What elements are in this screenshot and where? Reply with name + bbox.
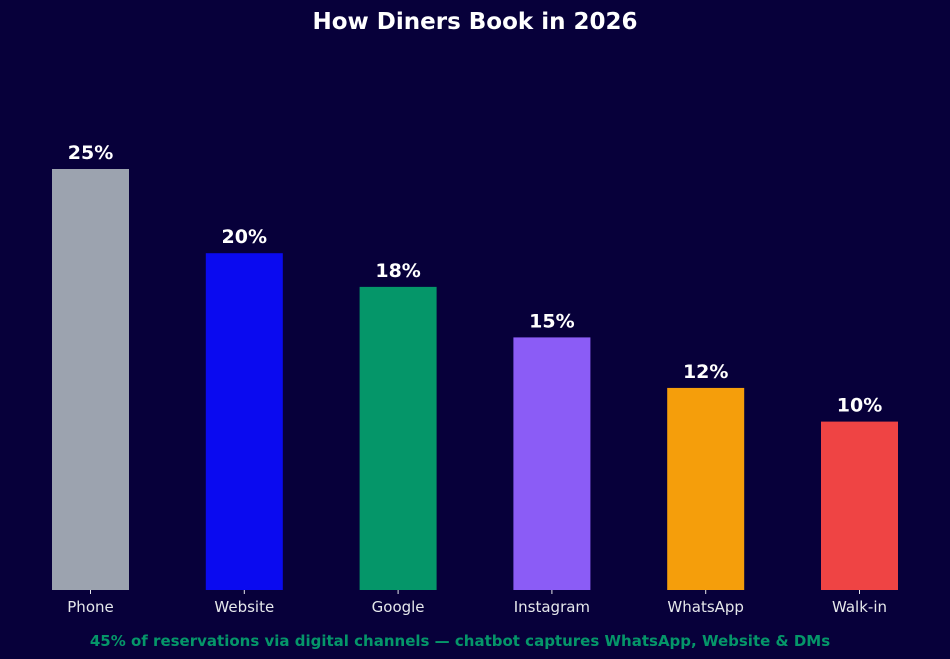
x-tick-label-walk-in: Walk-in xyxy=(832,598,887,616)
value-labels-group: 25% 20% 18% 15% 12% 10% xyxy=(68,142,882,417)
chart-title: How Diners Book in 2026 xyxy=(312,9,637,35)
bar-walk-in xyxy=(821,421,898,590)
value-label-whatsapp: 12% xyxy=(683,361,728,383)
value-label-walk-in: 10% xyxy=(837,395,882,417)
value-label-instagram: 15% xyxy=(529,310,574,332)
value-label-website: 20% xyxy=(222,226,267,248)
x-tick-label-google: Google xyxy=(372,598,425,616)
bar-google xyxy=(359,286,437,590)
x-tick-label-whatsapp: WhatsApp xyxy=(667,598,744,616)
footnote: 45% of reservations via digital channels… xyxy=(90,632,830,650)
bar-website xyxy=(205,253,283,590)
value-label-google: 18% xyxy=(375,260,420,282)
bar-instagram xyxy=(513,337,591,590)
x-tick-labels-group: Phone Website Google Instagram WhatsApp Walk-… xyxy=(67,590,887,616)
bar-phone xyxy=(52,169,129,590)
x-tick-label-phone: Phone xyxy=(67,598,113,616)
bars-group xyxy=(52,169,898,590)
x-tick-label-instagram: Instagram xyxy=(514,598,590,616)
bar-whatsapp xyxy=(667,387,745,590)
value-label-phone: 25% xyxy=(68,142,113,164)
x-tick-label-website: Website xyxy=(214,598,274,616)
